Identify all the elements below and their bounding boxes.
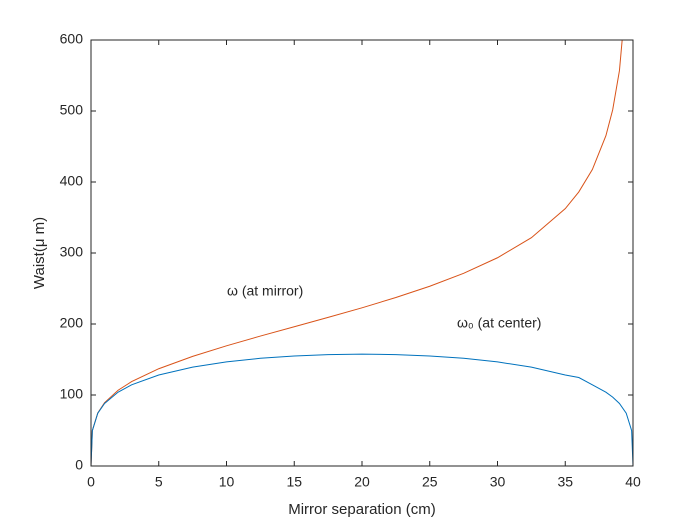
y-tick-label: 400 bbox=[60, 173, 84, 189]
x-tick-label: 20 bbox=[354, 474, 370, 490]
x-tick-label: 10 bbox=[219, 474, 235, 490]
x-tick-label: 30 bbox=[490, 474, 506, 490]
y-axis-label: Waist(μ m) bbox=[31, 217, 48, 289]
y-tick-label: 600 bbox=[60, 31, 84, 47]
x-tick-label: 40 bbox=[625, 474, 641, 490]
x-tick-label: 15 bbox=[286, 474, 302, 490]
x-axis-label: Mirror separation (cm) bbox=[288, 501, 436, 518]
x-tick-label: 35 bbox=[557, 474, 573, 490]
annotation: ω₀ (at center) bbox=[457, 315, 541, 331]
annotation: ω (at mirror) bbox=[227, 283, 303, 299]
y-tick-label: 500 bbox=[60, 102, 84, 118]
y-tick-label: 300 bbox=[60, 244, 84, 260]
y-tick-label: 100 bbox=[60, 386, 84, 402]
data-line bbox=[91, 353, 633, 466]
x-tick-label: 0 bbox=[87, 474, 95, 490]
plot-area bbox=[91, 40, 633, 466]
y-tick-label: 200 bbox=[60, 315, 84, 331]
data-line bbox=[91, 40, 623, 466]
x-tick-label: 5 bbox=[155, 474, 163, 490]
y-tick-label: 0 bbox=[75, 457, 83, 473]
x-tick-label: 25 bbox=[422, 474, 438, 490]
